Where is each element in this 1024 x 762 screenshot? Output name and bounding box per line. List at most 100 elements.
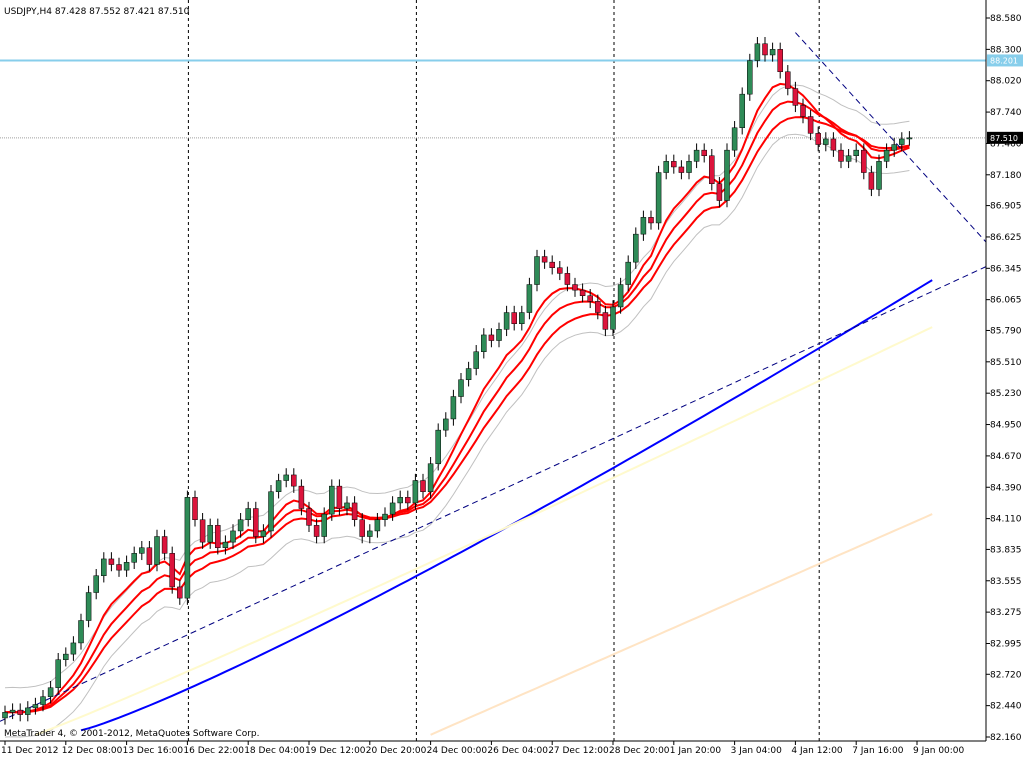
candle-body bbox=[17, 709, 23, 715]
price-tick-label: 82.160 bbox=[990, 733, 1022, 743]
price-tick-label: 84.670 bbox=[990, 452, 1022, 462]
candle-body bbox=[230, 530, 236, 543]
candle-body bbox=[899, 138, 905, 145]
time-tick-label: 3 Jan 04:00 bbox=[731, 746, 783, 756]
candle-body bbox=[336, 485, 343, 509]
candle-body bbox=[709, 155, 715, 185]
candle-body bbox=[845, 155, 852, 162]
candle-body bbox=[853, 149, 859, 157]
price-tick-label: 85.230 bbox=[990, 389, 1022, 399]
candle-body bbox=[648, 217, 654, 224]
candle-body bbox=[161, 536, 168, 554]
price-tick-label: 87.740 bbox=[990, 108, 1022, 118]
resistance-trendline bbox=[795, 32, 987, 243]
candle-body bbox=[838, 149, 844, 162]
candle-body bbox=[610, 306, 616, 330]
plot-area[interactable] bbox=[0, 0, 987, 741]
time-tick-label: 28 Dec 20:00 bbox=[609, 746, 670, 756]
candle-body bbox=[815, 133, 821, 145]
candle-body bbox=[389, 502, 396, 515]
candle-body bbox=[443, 418, 449, 431]
price-tick-label: 83.275 bbox=[990, 608, 1022, 618]
candle-body bbox=[519, 312, 525, 324]
candle-body bbox=[222, 541, 229, 548]
candle-body bbox=[40, 696, 46, 705]
time-tick-label: 13 Dec 16:00 bbox=[123, 746, 184, 756]
candle-body bbox=[420, 480, 426, 492]
candle-body bbox=[671, 161, 677, 168]
time-tick-label: 19 Dec 12:00 bbox=[305, 746, 366, 756]
candle-body bbox=[177, 586, 183, 599]
candle-body bbox=[739, 93, 745, 129]
ma-2-line bbox=[35, 326, 933, 736]
candle-body bbox=[351, 502, 358, 520]
candle-body bbox=[458, 379, 464, 397]
horizontal-line-price-label: 88.201 bbox=[990, 56, 1018, 65]
time-tick-label: 9 Jan 00:00 bbox=[913, 746, 965, 756]
candle-body bbox=[602, 312, 609, 330]
candle-body bbox=[541, 256, 548, 263]
current-price-label: 87.510 bbox=[990, 134, 1018, 143]
time-tick-label: 27 Dec 12:00 bbox=[548, 746, 609, 756]
candle-body bbox=[488, 334, 495, 341]
candle-body bbox=[587, 295, 593, 302]
price-tick-label: 85.510 bbox=[990, 358, 1022, 368]
price-tick-label: 88.300 bbox=[990, 45, 1022, 55]
candle-body bbox=[283, 474, 289, 481]
candle-body bbox=[260, 530, 267, 537]
candle-body bbox=[481, 334, 487, 352]
candle-body bbox=[131, 553, 137, 563]
copyright-label: MetaTrader 4, © 2001-2012, MetaQuotes So… bbox=[4, 729, 260, 739]
candle-body bbox=[868, 172, 875, 190]
candle-body bbox=[876, 161, 882, 190]
candle-body bbox=[405, 497, 411, 504]
candle-body bbox=[313, 525, 320, 537]
support-trendline bbox=[0, 266, 987, 722]
candle-body bbox=[633, 233, 639, 263]
candle-body bbox=[25, 707, 31, 715]
candle-body bbox=[762, 43, 768, 56]
candle-body bbox=[450, 396, 457, 420]
price-tick-label: 86.905 bbox=[990, 202, 1022, 212]
candle-body bbox=[724, 149, 730, 201]
candle-body bbox=[557, 267, 563, 274]
time-tick-label: 26 Dec 04:00 bbox=[487, 746, 548, 756]
time-tick-label: 20 Dec 20:00 bbox=[366, 746, 427, 756]
price-tick-label: 88.020 bbox=[990, 77, 1022, 87]
time-tick-label: 16 Dec 22:00 bbox=[183, 746, 244, 756]
candle-body bbox=[47, 687, 54, 697]
chart-title: USDJPY,H4 87.428 87.552 87.421 87.510 bbox=[4, 7, 190, 17]
candle-body bbox=[9, 709, 16, 713]
candle-body bbox=[595, 301, 601, 313]
candle-body bbox=[906, 137, 913, 140]
price-tick-label: 83.555 bbox=[990, 577, 1022, 587]
candle-body bbox=[777, 49, 783, 73]
horizontal-line-price-box bbox=[987, 54, 1023, 67]
candle-body bbox=[883, 149, 890, 162]
price-tick-label: 84.390 bbox=[990, 483, 1022, 493]
candle-body bbox=[32, 704, 39, 709]
candle-body bbox=[716, 183, 723, 201]
candle-body bbox=[199, 519, 206, 543]
candle-body bbox=[747, 60, 753, 95]
candle-body bbox=[154, 536, 160, 565]
candle-body bbox=[473, 351, 479, 369]
candle-body bbox=[207, 525, 213, 543]
price-tick-label: 85.790 bbox=[990, 326, 1022, 336]
candle-body bbox=[572, 284, 578, 291]
ema-fast-3-line bbox=[4, 116, 910, 714]
candle-body bbox=[549, 261, 555, 268]
candle-body bbox=[359, 519, 365, 537]
price-tick-label: 84.110 bbox=[990, 515, 1022, 525]
candle-body bbox=[785, 71, 791, 89]
price-tick-label: 83.835 bbox=[990, 545, 1022, 555]
time-tick-label: 4 Jan 12:00 bbox=[791, 746, 843, 756]
candle-body bbox=[617, 284, 624, 308]
price-tick-label: 86.345 bbox=[990, 264, 1022, 274]
candle-body bbox=[807, 116, 814, 134]
candle-body bbox=[268, 491, 274, 532]
candle-body bbox=[329, 485, 335, 515]
ema-fast-2-line bbox=[4, 100, 910, 714]
